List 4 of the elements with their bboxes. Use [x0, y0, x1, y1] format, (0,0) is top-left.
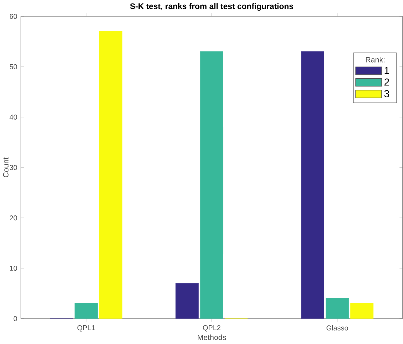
chart-title: S-K test, ranks from all test configurations — [130, 4, 294, 12]
legend-label: 1 — [384, 67, 390, 74]
legend-label: 3 — [384, 90, 390, 98]
legend-label: 2 — [384, 78, 390, 86]
